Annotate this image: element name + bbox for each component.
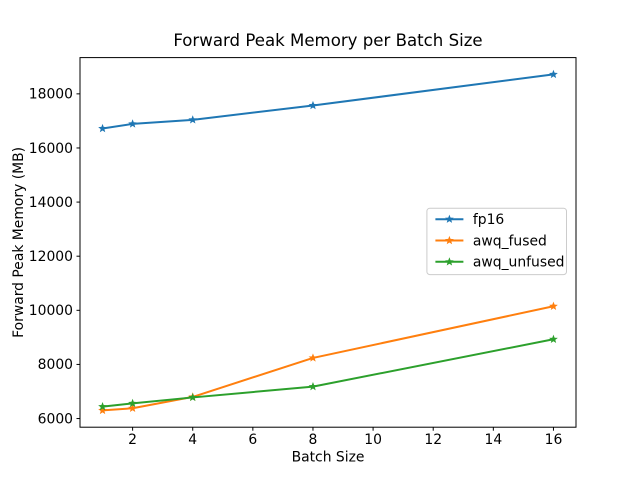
series-marker-awq_unfused (128, 398, 137, 408)
series-marker-fp16 (188, 115, 198, 124)
series-marker-awq_fused (128, 403, 137, 412)
x-tick-label: 4 (188, 432, 197, 448)
y-tick-label: 16000 (29, 141, 73, 157)
series-marker-awq_unfused (549, 334, 558, 343)
legend-box (426, 207, 567, 276)
x-tick-label: 10 (364, 432, 382, 448)
legend-layer: fp16 awq_fused awq_unfused (426, 207, 567, 276)
y-tick-label: 8000 (38, 357, 73, 373)
y-tick-label: 14000 (29, 195, 73, 211)
y-tick-label: 10000 (29, 303, 73, 319)
x-tick-label: 6 (248, 432, 257, 448)
y-tick-label: 12000 (29, 249, 73, 265)
x-axis-label: Batch Size (292, 450, 365, 466)
legend-label: fp16 (473, 212, 504, 228)
series-marker-fp16 (128, 119, 137, 128)
series-marker-awq_unfused (98, 402, 107, 411)
legend-entry-awq_unfused: awq_unfused (435, 255, 564, 271)
legend-marker-star-icon (445, 214, 454, 223)
x-tick-label: 2 (128, 432, 137, 448)
x-tick-label: 14 (484, 432, 502, 448)
y-tick-label: 18000 (29, 87, 73, 103)
legend-label: awq_unfused (473, 255, 565, 271)
series-marker-awq_unfused (188, 392, 198, 402)
x-tick-label: 12 (424, 432, 442, 448)
y-tick-label: 6000 (38, 411, 73, 427)
series-marker-awq_unfused (308, 382, 318, 391)
series-layer (98, 69, 558, 415)
series-marker-awq_fused (308, 353, 318, 362)
legend-entry-awq_fused: awq_fused (435, 233, 547, 249)
series-marker-awq_fused (98, 405, 107, 415)
legend-marker-star-icon (445, 235, 454, 245)
series-marker-fp16 (308, 100, 318, 110)
x-tick-label: 8 (309, 432, 318, 448)
legend-label: awq_fused (473, 233, 547, 249)
axes-layer: 2 4 6 8 10 12 14 16 6000 8000 10000 12000 14000 16000… (29, 57, 577, 448)
series-marker-awq_fused (549, 301, 558, 310)
series-marker-fp16 (98, 123, 107, 133)
legend-marker-star-icon (445, 257, 454, 266)
legend-entry-fp16: fp16 (435, 212, 504, 228)
series-marker-fp16 (549, 69, 558, 79)
y-axis-label: Forward Peak Memory (MB) (11, 147, 27, 338)
chart-title: Forward Peak Memory per Batch Size (173, 31, 482, 50)
plot-border (79, 57, 577, 428)
x-tick-label: 16 (545, 432, 563, 448)
